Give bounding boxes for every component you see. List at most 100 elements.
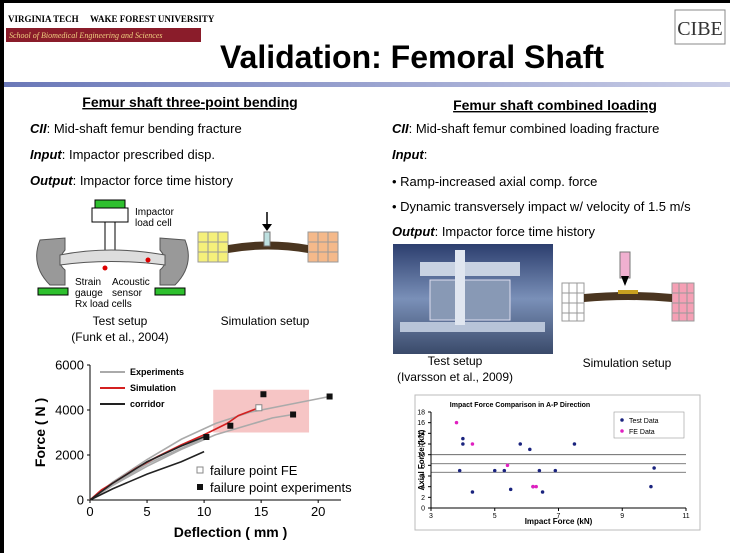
x-tick-label: 11 xyxy=(682,513,689,520)
text-line: Output: Impactor force time history xyxy=(392,224,595,239)
y-tick-label: 6000 xyxy=(55,358,84,373)
point xyxy=(541,490,545,494)
x-axis-label: Deflection ( mm ) xyxy=(174,524,288,540)
caption: (Ivarsson et al., 2009) xyxy=(397,370,513,384)
text: : xyxy=(424,147,428,162)
label: Output xyxy=(392,224,435,239)
legend-marker xyxy=(197,484,203,490)
logo-text: School of Biomedical Engineering and Sci… xyxy=(9,31,163,40)
caption: Test setup xyxy=(428,354,483,368)
legend-label: corridor xyxy=(130,399,165,409)
heading: Femur shaft combined loading xyxy=(453,97,657,113)
title-rule xyxy=(4,82,730,87)
point xyxy=(290,412,296,418)
slide: VIRGINIA TECH WAKE FOREST UNIVERSITY Sch… xyxy=(0,0,730,553)
point xyxy=(573,442,577,446)
point xyxy=(531,485,535,489)
point xyxy=(455,421,459,425)
legend-label: FE Data xyxy=(629,429,655,436)
bullet: • Dynamic transversely impact w/ velocit… xyxy=(392,199,691,214)
point xyxy=(493,469,497,473)
bullet: • Ramp-increased axial comp. force xyxy=(392,174,597,189)
point xyxy=(461,437,465,441)
point xyxy=(528,448,532,452)
point xyxy=(652,466,656,470)
y-tick-label: 0 xyxy=(77,493,84,508)
legend-marker xyxy=(197,467,203,473)
point xyxy=(503,469,507,473)
point xyxy=(227,423,233,429)
diagram-label: gauge xyxy=(75,288,103,299)
y-axis-label: Axial Force (kN) xyxy=(417,429,426,490)
caption: (Funk et al., 2004) xyxy=(71,330,168,344)
chart-title: Impact Force Comparison in A-P Direction xyxy=(450,402,590,409)
label: Input xyxy=(392,147,424,162)
left-border xyxy=(0,0,4,553)
y-tick-label: 2 xyxy=(421,495,425,502)
logo-text: WAKE FOREST UNIVERSITY xyxy=(90,14,215,24)
label: Input xyxy=(30,147,62,162)
y-axis-label: Force ( N ) xyxy=(32,398,48,467)
text: : Impactor force time history xyxy=(435,224,596,239)
text-line: CII: Mid-shaft femur combined loading fr… xyxy=(392,121,659,136)
test-setup-photo xyxy=(393,244,553,354)
x-axis-label: Impact Force (kN) xyxy=(525,517,593,526)
point xyxy=(458,469,462,473)
label: CII xyxy=(30,121,47,136)
legend-label: Experiments xyxy=(130,367,184,377)
label: Output xyxy=(30,173,73,188)
y-tick-label: 16 xyxy=(417,420,425,427)
y-tick-label: 4000 xyxy=(55,403,84,418)
y-tick-label: 2000 xyxy=(55,448,84,463)
logo-box xyxy=(4,3,204,49)
x-tick-label: 5 xyxy=(143,504,150,519)
point xyxy=(203,434,209,440)
diagram-label: Strain xyxy=(75,277,101,288)
legend-label: Simulation xyxy=(130,383,176,393)
diagram-label: sensor xyxy=(112,288,143,299)
label: CII xyxy=(392,121,409,136)
point xyxy=(471,442,475,446)
point xyxy=(649,485,653,489)
logo-text: VIRGINIA TECH xyxy=(8,14,79,24)
diagram-label: Acoustic xyxy=(112,277,150,288)
x-tick-label: 10 xyxy=(197,504,211,519)
caption: Simulation setup xyxy=(221,314,310,328)
y-tick-label: 0 xyxy=(421,505,425,512)
diagram-label: Impactor xyxy=(135,207,175,218)
legend-marker xyxy=(620,429,624,433)
point xyxy=(506,464,510,468)
simulation-diagram xyxy=(562,252,694,321)
top-border xyxy=(0,0,730,3)
point xyxy=(538,469,542,473)
text-line: Input: Impactor prescribed disp. xyxy=(30,147,215,162)
text-line: Output: Impactor force time history xyxy=(30,173,233,188)
x-tick-label: 9 xyxy=(620,513,624,520)
x-tick-label: 5 xyxy=(493,513,497,520)
text: : Mid-shaft femur bending fracture xyxy=(47,121,242,136)
point xyxy=(534,485,538,489)
point xyxy=(461,442,465,446)
x-tick-label: 20 xyxy=(311,504,325,519)
slide-title: Validation: Femoral Shaft xyxy=(220,39,604,75)
point xyxy=(509,488,513,492)
heading: Femur shaft three-point bending xyxy=(82,94,297,110)
caption: Test setup xyxy=(93,314,148,328)
text: : Impactor prescribed disp. xyxy=(62,147,215,162)
text: : Mid-shaft femur combined loading fract… xyxy=(409,121,660,136)
point xyxy=(519,442,523,446)
x-tick-label: 3 xyxy=(429,513,433,520)
x-tick-label: 0 xyxy=(86,504,93,519)
legend-label: failure point FE xyxy=(210,463,298,478)
point xyxy=(260,391,266,397)
simulation-diagram xyxy=(198,212,338,262)
point xyxy=(471,490,475,494)
text: : Impactor force time history xyxy=(73,173,234,188)
point xyxy=(327,394,333,400)
x-tick-label: 15 xyxy=(254,504,268,519)
text-line: CII: Mid-shaft femur bending fracture xyxy=(30,121,242,136)
point xyxy=(256,405,262,411)
legend-label: Test Data xyxy=(629,418,659,425)
point xyxy=(554,469,558,473)
